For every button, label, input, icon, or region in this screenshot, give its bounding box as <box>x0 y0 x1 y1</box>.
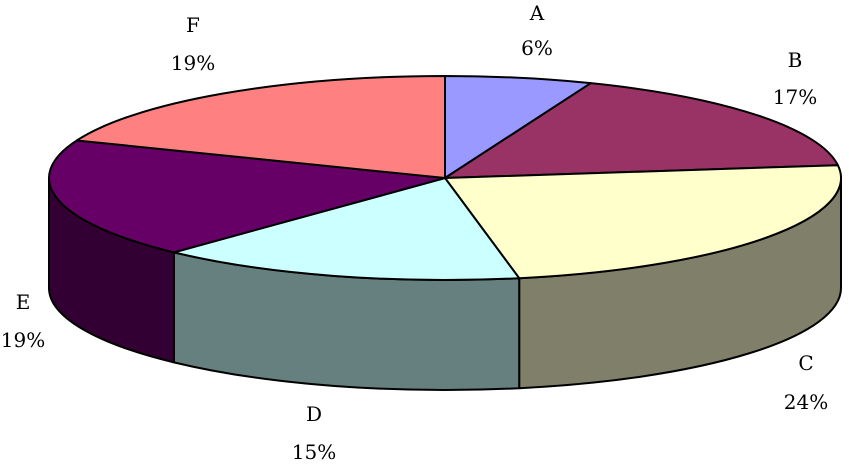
slice-percent-a: 6% <box>521 36 553 60</box>
pie-labels: A 6% B 17% C 24% D 15% E 19% F 19% <box>1 1 828 464</box>
slice-label-f: F <box>186 13 200 37</box>
slice-percent-c: 24% <box>784 390 828 414</box>
slice-d <box>172 177 521 281</box>
pie-tops <box>48 75 842 281</box>
slice-percent-e: 19% <box>1 328 45 352</box>
slice-label-a: A <box>529 1 545 25</box>
slice-c <box>444 164 842 280</box>
slice-label-d: D <box>306 402 322 426</box>
slice-percent-b: 17% <box>773 85 817 109</box>
slice-percent-d: 15% <box>292 440 336 464</box>
pie-sides <box>48 177 842 391</box>
slice-label-c: C <box>798 351 813 375</box>
slice-label-b: B <box>788 48 803 72</box>
slice-b <box>444 82 839 179</box>
slice-a <box>444 75 592 179</box>
slice-label-e: E <box>16 290 31 314</box>
slice-f <box>75 75 446 179</box>
slice-percent-f: 19% <box>171 51 215 75</box>
